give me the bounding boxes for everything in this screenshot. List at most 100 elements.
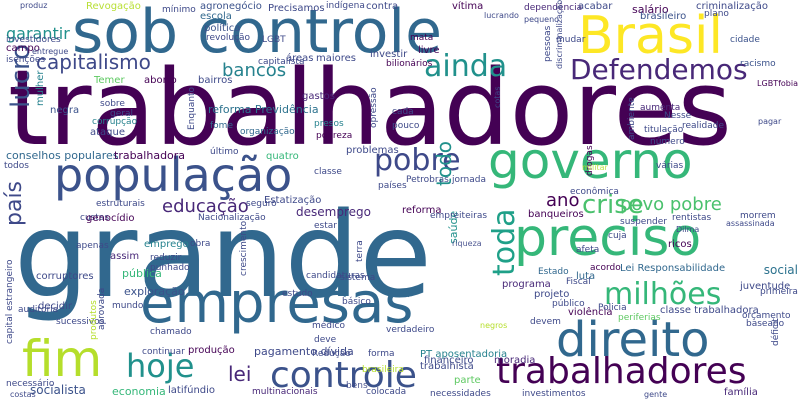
cloud-word: exploração [124, 285, 185, 298]
cloud-word: Redução [312, 349, 351, 359]
cloud-word: isenções [6, 55, 46, 65]
cloud-word: maiores [316, 53, 357, 64]
cloud-word: LGBTfobia [757, 79, 798, 88]
cloud-word: Brasil [578, 6, 723, 66]
cloud-word: corruptores [36, 271, 94, 282]
cloud-word: juventude [740, 281, 791, 292]
cloud-word: vítima [452, 1, 484, 12]
cloud-word: países [378, 181, 407, 191]
cloud-word: pagamento dívida [254, 345, 354, 358]
cloud-word: investir [370, 49, 408, 60]
cloud-word: preciso [514, 208, 702, 268]
cloud-word: necessidades [430, 389, 491, 399]
cloud-word: ricos [668, 239, 692, 250]
cloud-word: afeta [576, 245, 600, 255]
cloud-word: Dilma [676, 225, 700, 234]
cloud-word: banqueiros [528, 209, 584, 220]
cloud-word: educação [162, 196, 249, 217]
cloud-word: estudo [282, 289, 313, 299]
cloud-word: lucrando [484, 11, 519, 20]
cloud-word: assim [110, 251, 140, 262]
cloud-word: classe [314, 167, 342, 177]
cloud-word: Nacionalização [198, 213, 266, 223]
cloud-word: negra [50, 105, 80, 116]
cloud-word: Enquanto [187, 86, 197, 130]
cloud-word: reduzir [150, 253, 182, 263]
cloud-word: Defendemos [570, 53, 748, 86]
cloud-word: sob controle [72, 0, 443, 67]
cloud-word: Petrobras [406, 175, 449, 185]
cloud-word: médico [312, 321, 345, 331]
cloud-word: contra [366, 1, 399, 12]
cloud-word: continuar [142, 347, 185, 357]
cloud-word: sobre [100, 99, 125, 109]
cloud-word: pobre [374, 143, 461, 178]
cloud-word: reforma [402, 205, 442, 216]
cloud-word: trabalhadora [114, 149, 186, 162]
cloud-word: aprovada [97, 287, 107, 330]
cloud-word: genocídio [86, 213, 135, 224]
cloud-word: aumenta [640, 103, 681, 113]
cloud-word: luta [576, 271, 596, 282]
cloud-word: capitalismo [36, 50, 151, 74]
cloud-word: cuja [608, 231, 627, 241]
cloud-word: projeto [534, 289, 570, 300]
cloud-word: morrem [740, 211, 776, 221]
cloud-word: todos [4, 161, 29, 171]
cloud-word: investimentos [522, 389, 586, 399]
cloud-word: trabalhista [420, 361, 474, 372]
cloud-word: apenas [76, 241, 109, 251]
cloud-word: entregue [32, 47, 69, 56]
cloud-word: necessário [6, 379, 55, 389]
cloud-word: investidores [6, 35, 61, 45]
cloud-word: produção [188, 345, 235, 356]
cloud-word: discriminalização [555, 0, 564, 70]
cloud-word: bilionários [386, 59, 433, 69]
cloud-word: riqueza [452, 239, 482, 248]
cloud-word: primeira [760, 287, 798, 297]
cloud-word: conselhos populares [6, 149, 119, 162]
cloud-word: bairros [198, 75, 233, 86]
cloud-word: desemprego [296, 205, 371, 219]
cloud-word: pública [122, 267, 162, 280]
cloud-word: empresas [140, 271, 414, 336]
cloud-word: punhado [150, 263, 190, 273]
cloud-word: decidir [38, 301, 73, 312]
cloud-word: povo pobre [620, 194, 722, 215]
cloud-word: último [210, 147, 239, 157]
cloud-word: mínimo [162, 5, 196, 15]
cloud-word: brasileiro [640, 11, 687, 22]
cloud-word: Nesse [664, 111, 692, 121]
cloud-word: Fiscal [566, 277, 591, 287]
cloud-word: plano [704, 9, 729, 19]
cloud-word: baseado [746, 319, 785, 329]
cloud-word: classe trabalhadora [660, 305, 759, 316]
cloud-word: política [204, 23, 241, 34]
cloud-word: programa [502, 279, 551, 290]
cloud-word: pouco [392, 121, 420, 131]
cloud-word: custas [80, 213, 110, 223]
cloud-word: livre [418, 45, 440, 56]
cloud-word: pessoas [543, 25, 553, 62]
cloud-word: empreiteiras [430, 211, 488, 221]
cloud-word: geral [110, 109, 133, 119]
cloud-word: socialista [30, 383, 86, 397]
cloud-word: organização [240, 127, 295, 137]
cloud-word: candidaturas [306, 271, 365, 281]
cloud-word: problemas [346, 145, 399, 156]
cloud-word: mundo [112, 301, 144, 311]
cloud-word: quatro [266, 151, 299, 162]
cloud-word: capitalista [258, 57, 305, 67]
cloud-word: cidade [730, 35, 760, 45]
cloud-word: áreas [286, 53, 314, 64]
cloud-word: Estado [538, 267, 569, 277]
cloud-word: moradia [494, 355, 536, 366]
cloud-word: econômica [570, 187, 619, 197]
cloud-word: orçamento [742, 311, 791, 321]
cloud-word: obra [190, 239, 211, 249]
cloud-word: assassinada [726, 219, 775, 228]
cloud-word: gastos [302, 91, 335, 102]
cloud-word: toda [487, 208, 522, 276]
cloud-word: trabalhadores [8, 47, 732, 169]
